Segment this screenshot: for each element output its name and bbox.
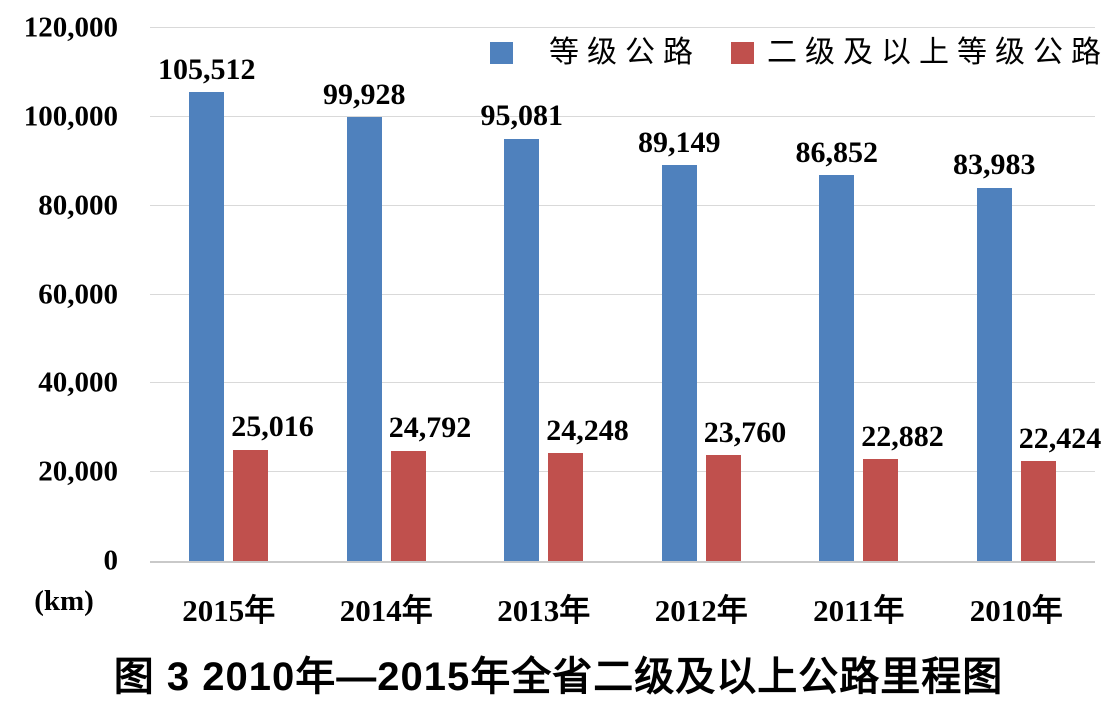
bar-series2-2012年: [705, 455, 741, 561]
legend: 等级公路 二级及以上等级公路: [490, 38, 1109, 68]
legend-label-series2: 二级及以上等级公路: [767, 36, 1109, 69]
value-label-series2-2010年: 22,424: [1018, 421, 1102, 455]
y-tick-label: 20,000: [38, 455, 118, 488]
bar-series2-2011年: [863, 459, 899, 561]
legend-label-series1: 等级公路: [549, 36, 701, 69]
y-tick-label: 40,000: [38, 366, 118, 399]
gridline: [150, 204, 1095, 206]
value-label-series1-2015年: 105,512: [158, 52, 256, 86]
x-axis: 2015年 2014年 2013年 2012年 2011年 2010年: [150, 585, 1095, 630]
gridline: [150, 382, 1095, 384]
gridline: [150, 293, 1095, 295]
legend-item-series1: 等级公路: [490, 38, 701, 68]
bar-series1-2013年: [504, 138, 540, 561]
y-tick-label: 80,000: [38, 189, 118, 222]
bar-group-2010年: 83,983 22,424: [938, 28, 1101, 561]
value-label-series2-2011年: 22,882: [861, 419, 944, 453]
value-label-series2-2014年: 24,792: [388, 411, 472, 445]
plot-area: 105,512 25,016 99,928 24,792 95,081 24,248 89,…: [150, 27, 1101, 563]
bar-series2-2013年: [548, 453, 584, 561]
x-tick-label: 2010年: [969, 593, 1063, 628]
value-label-series1-2010年: 83,983: [953, 148, 1036, 182]
legend-item-series2: 二级及以上等级公路: [731, 38, 1109, 68]
gridline: [150, 471, 1095, 473]
bar-group-2015年: 105,512 25,016: [150, 28, 314, 561]
value-label-series1-2011年: 86,852: [795, 135, 878, 169]
legend-swatch-series1-icon: [490, 42, 513, 64]
gridline: [150, 115, 1095, 117]
bar-series1-2012年: [661, 165, 697, 561]
value-label-series2-2015年: 25,016: [231, 410, 314, 444]
y-tick-label: 120,000: [23, 11, 118, 44]
figure-caption: 图 3 2010年—2015年全省二级及以上公路里程图: [113, 655, 1004, 699]
bar-group-2012年: 89,149 23,760: [623, 28, 786, 561]
x-tick-label: 2014年: [339, 593, 433, 628]
bar-group-2011年: 86,852 22,882: [780, 28, 944, 561]
bar-series1-2015年: [189, 92, 225, 561]
bar-group-2014年: 99,928 24,792: [307, 28, 471, 561]
value-label-series1-2012年: 89,149: [638, 125, 721, 159]
x-tick-label: 2012年: [654, 593, 748, 628]
legend-swatch-series2-icon: [731, 42, 754, 64]
y-axis-unit-label: (km): [34, 585, 94, 617]
x-tick-label: 2015年: [182, 593, 276, 628]
value-label-series2-2013年: 24,248: [546, 413, 629, 447]
bar-series1-2011年: [819, 175, 855, 561]
bar-series1-2014年: [346, 117, 382, 561]
x-tick-label: 2013年: [497, 593, 591, 628]
value-label-series1-2014年: 99,928: [322, 77, 406, 111]
bar-series2-2010年: [1020, 461, 1056, 561]
y-tick-label: 60,000: [38, 278, 118, 310]
y-axis: 0 20,000 40,000 60,000 80,000 100,000 120,000: [0, 13, 118, 575]
bar-series2-2014年: [390, 450, 426, 561]
bar-series1-2010年: [976, 187, 1012, 561]
gridline: [150, 27, 1095, 28]
x-tick-label: 2011年: [813, 593, 905, 628]
value-label-series1-2013年: 95,081: [480, 99, 563, 133]
value-label-series2-2012年: 23,760: [703, 415, 787, 449]
y-tick-label: 100,000: [23, 100, 118, 133]
bar-group-2013年: 95,081 24,248: [465, 28, 629, 561]
y-tick-label: 0: [103, 544, 119, 577]
bar-series2-2015年: [233, 449, 269, 561]
